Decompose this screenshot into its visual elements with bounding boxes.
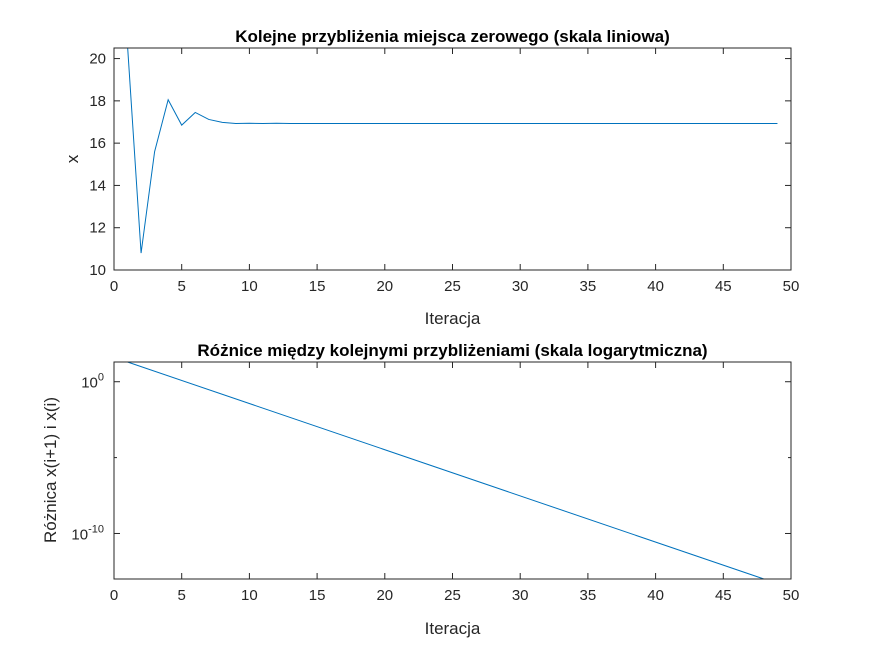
series-line-group <box>127 361 765 580</box>
y-tick-label: 12 <box>89 220 106 237</box>
y-tick-label: 100 <box>81 372 104 392</box>
y-tick-base: 10 <box>71 526 88 543</box>
y-tick-exponent: 0 <box>98 372 104 384</box>
series-line <box>127 361 765 580</box>
plot-area <box>114 48 791 270</box>
x-tick-label: 10 <box>241 278 258 295</box>
y-axis-label: x <box>63 154 82 163</box>
y-tick-label: 10-10 <box>71 523 104 543</box>
y-tick-label: 20 <box>89 51 106 68</box>
x-tick-label: 5 <box>178 278 186 295</box>
plot-area <box>114 362 791 579</box>
x-tick-label: 40 <box>647 278 664 295</box>
x-tick-label: 30 <box>512 587 529 604</box>
x-tick-label: 20 <box>376 278 393 295</box>
chart-title: Kolejne przybliżenia miejsca zerowego (s… <box>235 27 670 46</box>
x-tick-label: 30 <box>512 278 529 295</box>
x-tick-group: 0 5 10 15 20 25 30 35 40 45 50 <box>110 48 800 295</box>
y-tick-label: 16 <box>89 135 106 152</box>
y-tick-label: 10 <box>89 262 106 279</box>
y-tick-group: 10 12 14 16 18 20 <box>89 51 791 279</box>
x-tick-label: 15 <box>309 278 326 295</box>
x-tick-label: 25 <box>444 587 461 604</box>
x-tick-label: 15 <box>309 587 326 604</box>
subplot-linear: 0 5 10 15 20 25 30 35 40 45 50 10 12 14 16 18 20 Kolejn… <box>63 27 799 328</box>
x-tick-label: 10 <box>241 587 258 604</box>
y-tick-base: 10 <box>81 375 98 392</box>
x-tick-label: 40 <box>647 587 664 604</box>
x-tick-label: 45 <box>715 278 732 295</box>
x-tick-group: 0 5 10 15 20 25 30 35 40 45 50 <box>110 362 800 604</box>
y-tick-label: 14 <box>89 177 106 194</box>
x-tick-label: 0 <box>110 278 118 295</box>
x-axis-label: Iteracja <box>425 309 481 328</box>
x-tick-label: 5 <box>178 587 186 604</box>
y-tick-label: 18 <box>89 93 106 110</box>
x-tick-label: 25 <box>444 278 461 295</box>
x-tick-label: 35 <box>580 587 597 604</box>
x-tick-label: 0 <box>110 587 118 604</box>
x-tick-label: 50 <box>783 587 800 604</box>
x-tick-label: 35 <box>580 278 597 295</box>
series-line <box>127 48 778 254</box>
series-line-group <box>127 48 778 254</box>
chart-title: Różnice między kolejnymi przybliżeniami … <box>197 341 707 360</box>
x-tick-label: 45 <box>715 587 732 604</box>
x-axis-label: Iteracja <box>425 619 481 638</box>
y-tick-exponent: -10 <box>88 523 104 535</box>
x-tick-label: 20 <box>376 587 393 604</box>
y-axis-label: Różnica x(i+1) i x(i) <box>41 397 60 543</box>
x-tick-label: 50 <box>783 278 800 295</box>
